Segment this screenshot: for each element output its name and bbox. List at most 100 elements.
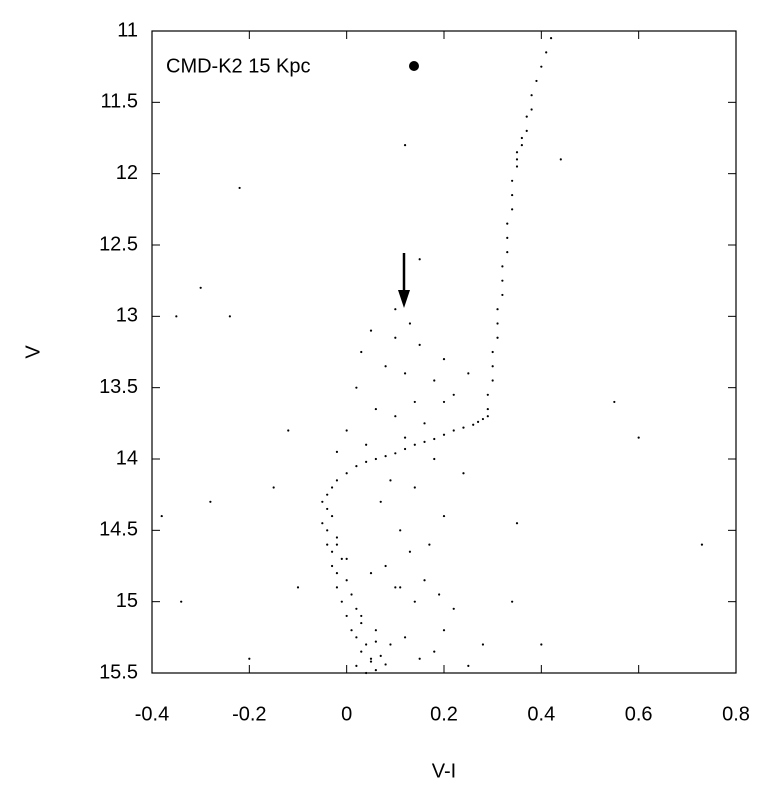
point bbox=[403, 144, 407, 147]
point bbox=[438, 593, 441, 596]
point bbox=[399, 586, 402, 589]
y-tick-label: 15.5 bbox=[99, 661, 138, 683]
point bbox=[369, 660, 373, 663]
point bbox=[374, 629, 377, 632]
point bbox=[335, 543, 339, 546]
point bbox=[462, 472, 465, 475]
point bbox=[199, 286, 202, 289]
point bbox=[160, 514, 163, 518]
point bbox=[418, 657, 421, 660]
point bbox=[423, 422, 426, 425]
point bbox=[321, 522, 324, 525]
point bbox=[408, 550, 412, 553]
point bbox=[335, 586, 339, 589]
point bbox=[511, 193, 514, 197]
point bbox=[540, 65, 543, 68]
point bbox=[365, 443, 368, 446]
point bbox=[613, 400, 616, 404]
point bbox=[467, 372, 470, 375]
point bbox=[355, 636, 358, 639]
point bbox=[360, 350, 363, 354]
point bbox=[511, 179, 514, 182]
point bbox=[355, 386, 358, 389]
point bbox=[511, 208, 514, 211]
point bbox=[335, 572, 339, 575]
point bbox=[394, 308, 397, 311]
point bbox=[379, 654, 382, 657]
point bbox=[413, 443, 416, 446]
point bbox=[335, 536, 339, 539]
point bbox=[394, 586, 397, 589]
point bbox=[330, 514, 334, 518]
y-tick-label: 11 bbox=[117, 19, 138, 41]
point bbox=[433, 437, 436, 441]
point bbox=[330, 550, 334, 553]
legend-marker bbox=[409, 61, 419, 71]
x-tick-label: -0.2 bbox=[232, 703, 266, 725]
point bbox=[365, 671, 368, 675]
point bbox=[355, 607, 358, 610]
point bbox=[486, 415, 489, 418]
point bbox=[340, 600, 343, 603]
point bbox=[374, 457, 377, 461]
point bbox=[365, 643, 368, 646]
point bbox=[384, 663, 387, 666]
point bbox=[355, 465, 358, 468]
point bbox=[511, 600, 514, 603]
y-axis-label: V bbox=[22, 345, 44, 359]
point bbox=[350, 593, 353, 596]
point bbox=[501, 279, 504, 282]
point bbox=[559, 158, 562, 161]
point bbox=[506, 222, 509, 225]
point bbox=[321, 500, 324, 503]
point bbox=[501, 293, 504, 297]
plot-frame bbox=[151, 30, 737, 674]
point bbox=[442, 358, 446, 361]
point bbox=[326, 543, 329, 546]
point bbox=[549, 37, 553, 40]
point bbox=[535, 79, 538, 83]
point bbox=[525, 129, 528, 132]
x-axis-label: V-I bbox=[432, 760, 456, 782]
point bbox=[476, 420, 480, 424]
point bbox=[394, 415, 397, 418]
y-tick-label: 14 bbox=[116, 447, 138, 469]
y-tick-label: 15 bbox=[116, 590, 138, 612]
point bbox=[520, 144, 523, 147]
point bbox=[326, 493, 329, 496]
point bbox=[413, 486, 416, 489]
point bbox=[326, 507, 329, 511]
point bbox=[491, 365, 494, 368]
point bbox=[423, 579, 426, 582]
point bbox=[360, 621, 363, 625]
point bbox=[345, 429, 348, 432]
x-tick-label: 0.2 bbox=[430, 703, 458, 725]
point bbox=[228, 315, 231, 318]
point bbox=[335, 450, 339, 453]
legend-label: CMD-K2 15 Kpc bbox=[166, 55, 311, 77]
point bbox=[452, 393, 455, 396]
point bbox=[209, 500, 212, 503]
point bbox=[486, 393, 489, 396]
point bbox=[330, 486, 334, 489]
point bbox=[530, 94, 533, 97]
point bbox=[496, 308, 499, 311]
y-tick-label: 12 bbox=[116, 162, 138, 184]
point bbox=[700, 543, 704, 546]
point bbox=[442, 433, 446, 436]
y-tick-label: 12.5 bbox=[99, 233, 138, 255]
point bbox=[379, 500, 382, 503]
point bbox=[374, 407, 377, 411]
point bbox=[248, 657, 251, 660]
arrow bbox=[398, 253, 410, 308]
point bbox=[287, 429, 290, 432]
point bbox=[540, 643, 543, 646]
point bbox=[433, 457, 436, 461]
point bbox=[326, 529, 329, 532]
point bbox=[530, 108, 533, 111]
point bbox=[374, 640, 377, 643]
point bbox=[408, 322, 412, 325]
x-tick-label: 0 bbox=[341, 703, 352, 725]
point bbox=[399, 529, 402, 532]
